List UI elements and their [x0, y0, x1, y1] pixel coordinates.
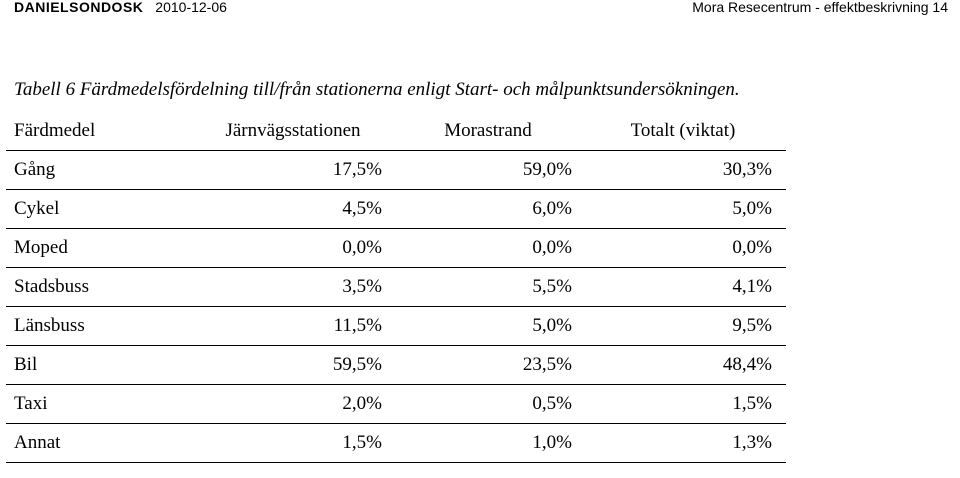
cell-railway-station: 0,0%: [196, 228, 396, 268]
cell-total: 4,1%: [586, 267, 786, 307]
cell-mode: Stadsbuss: [6, 267, 196, 307]
transport-mode-table: Färdmedel Järnvägsstationen Morastrand T…: [6, 112, 786, 463]
cell-morastrand: 1,0%: [396, 423, 586, 463]
cell-morastrand: 0,5%: [396, 384, 586, 424]
cell-mode: Moped: [6, 228, 196, 268]
cell-mode: Taxi: [6, 384, 196, 424]
cell-mode: Länsbuss: [6, 306, 196, 346]
table-caption: Tabell 6 Färdmedelsfördelning till/från …: [14, 79, 740, 100]
cell-total: 48,4%: [586, 345, 786, 385]
column-header-mode: Färdmedel: [14, 120, 96, 141]
cell-morastrand: 6,0%: [396, 189, 586, 229]
cell-mode: Gång: [6, 150, 196, 190]
cell-railway-station: 3,5%: [196, 267, 396, 307]
table-row: Gång 17,5% 59,0% 30,3%: [6, 150, 786, 190]
cell-total: 0,0%: [586, 228, 786, 268]
cell-morastrand: 5,5%: [396, 267, 586, 307]
column-header-total: Totalt (viktat): [630, 120, 736, 141]
company-name: DANIELSONDOSK: [14, 0, 144, 15]
cell-mode: Cykel: [6, 189, 196, 229]
header-left: DANIELSONDOSK 2010-12-06: [14, 0, 227, 14]
column-header-railway-station: Järnvägsstationen: [225, 120, 361, 141]
cell-total: 9,5%: [586, 306, 786, 346]
cell-railway-station: 11,5%: [196, 306, 396, 346]
table-row: Moped 0,0% 0,0% 0,0%: [6, 228, 786, 268]
table-row: Bil 59,5% 23,5% 48,4%: [6, 345, 786, 385]
table-row: Cykel 4,5% 6,0% 5,0%: [6, 189, 786, 229]
cell-railway-station: 59,5%: [196, 345, 396, 385]
cell-total: 5,0%: [586, 189, 786, 229]
cell-railway-station: 1,5%: [196, 423, 396, 463]
table-row: Stadsbuss 3,5% 5,5% 4,1%: [6, 267, 786, 307]
page-header: DANIELSONDOSK 2010-12-06 Mora Resecentru…: [0, 0, 960, 18]
document-title: Mora Resecentrum - effektbeskrivning 14: [692, 0, 948, 15]
table-row: Länsbuss 11,5% 5,0% 9,5%: [6, 306, 786, 346]
cell-railway-station: 2,0%: [196, 384, 396, 424]
header-date: 2010-12-06: [155, 0, 227, 15]
cell-railway-station: 17,5%: [196, 150, 396, 190]
table-header-row: Färdmedel Järnvägsstationen Morastrand T…: [6, 112, 786, 151]
cell-mode: Bil: [6, 345, 196, 385]
column-header-morastrand: Morastrand: [444, 120, 532, 141]
table-row: Taxi 2,0% 0,5% 1,5%: [6, 384, 786, 424]
cell-total: 1,5%: [586, 384, 786, 424]
cell-total: 30,3%: [586, 150, 786, 190]
cell-morastrand: 23,5%: [396, 345, 586, 385]
cell-morastrand: 5,0%: [396, 306, 586, 346]
cell-mode: Annat: [6, 423, 196, 463]
table-row: Annat 1,5% 1,0% 1,3%: [6, 423, 786, 463]
cell-morastrand: 59,0%: [396, 150, 586, 190]
cell-railway-station: 4,5%: [196, 189, 396, 229]
cell-morastrand: 0,0%: [396, 228, 586, 268]
cell-total: 1,3%: [586, 423, 786, 463]
